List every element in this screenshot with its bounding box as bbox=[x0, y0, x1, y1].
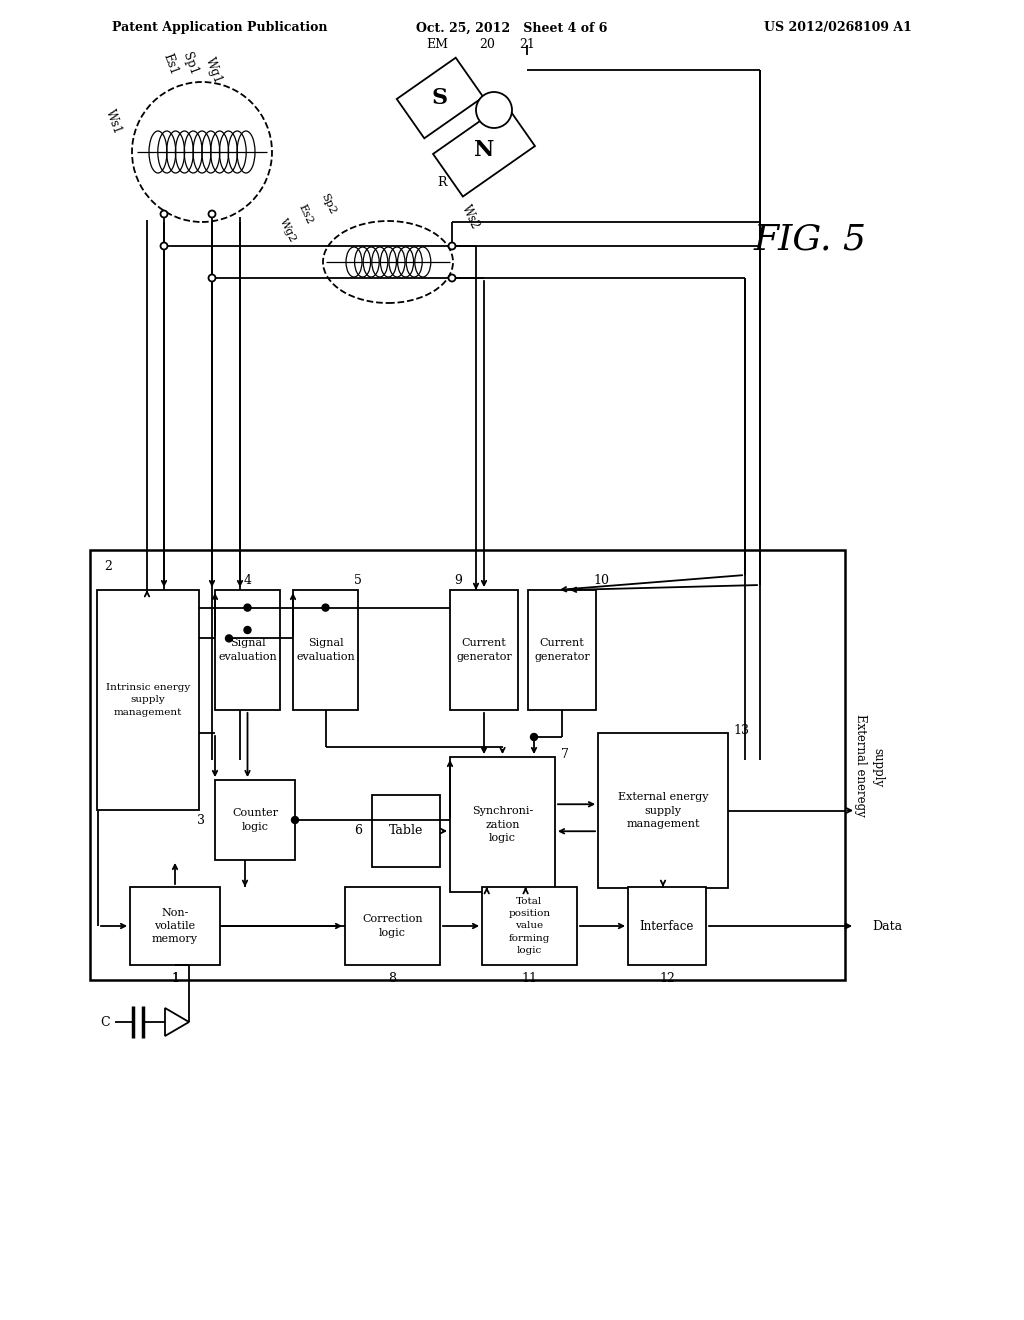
Text: Correction: Correction bbox=[362, 915, 423, 924]
Text: EM: EM bbox=[426, 38, 449, 51]
Text: Wg1: Wg1 bbox=[204, 55, 224, 84]
Text: 11: 11 bbox=[521, 973, 538, 986]
Bar bbox=[97, 590, 199, 810]
Text: FIG. 5: FIG. 5 bbox=[754, 223, 866, 257]
Circle shape bbox=[530, 734, 538, 741]
Text: memory: memory bbox=[152, 935, 198, 944]
Text: Ws2: Ws2 bbox=[459, 203, 481, 231]
Text: Data: Data bbox=[872, 920, 902, 932]
Text: supply: supply bbox=[131, 696, 165, 705]
Circle shape bbox=[225, 635, 232, 642]
Polygon shape bbox=[396, 58, 483, 139]
Text: R: R bbox=[437, 176, 446, 189]
Text: 21: 21 bbox=[519, 38, 535, 51]
Bar bbox=[598, 733, 728, 888]
Text: Intrinsic energy: Intrinsic energy bbox=[105, 684, 190, 692]
Text: Signal: Signal bbox=[307, 639, 343, 648]
Text: Interface: Interface bbox=[640, 920, 694, 932]
Text: zation: zation bbox=[485, 820, 520, 829]
Circle shape bbox=[322, 605, 329, 611]
Text: Current: Current bbox=[462, 639, 507, 648]
Text: N: N bbox=[474, 139, 495, 161]
Text: logic: logic bbox=[379, 928, 406, 937]
Bar bbox=[450, 756, 555, 892]
Text: Table: Table bbox=[389, 825, 423, 837]
Circle shape bbox=[244, 605, 251, 611]
Text: 6: 6 bbox=[354, 825, 362, 837]
Text: supply: supply bbox=[871, 748, 885, 788]
Text: volatile: volatile bbox=[155, 921, 196, 931]
Text: Sp1: Sp1 bbox=[180, 51, 200, 77]
Circle shape bbox=[476, 92, 512, 128]
Text: 4: 4 bbox=[244, 573, 252, 586]
Bar bbox=[130, 887, 220, 965]
Bar bbox=[528, 590, 596, 710]
Text: logic: logic bbox=[489, 833, 516, 842]
Text: C: C bbox=[100, 1015, 110, 1028]
Text: 3: 3 bbox=[197, 813, 205, 826]
Bar bbox=[372, 795, 440, 867]
Bar bbox=[482, 887, 577, 965]
Text: Sp2: Sp2 bbox=[318, 191, 337, 216]
Text: forming: forming bbox=[509, 933, 550, 942]
Circle shape bbox=[244, 627, 251, 634]
Text: Es2: Es2 bbox=[297, 202, 315, 226]
Text: Es1: Es1 bbox=[160, 51, 180, 77]
Text: S: S bbox=[432, 87, 449, 110]
Text: Signal: Signal bbox=[229, 639, 265, 648]
Text: 7: 7 bbox=[561, 747, 569, 760]
Text: supply: supply bbox=[644, 805, 682, 816]
Text: Synchroni-: Synchroni- bbox=[472, 807, 534, 816]
Text: Non-: Non- bbox=[162, 908, 188, 917]
Text: US 2012/0268109 A1: US 2012/0268109 A1 bbox=[764, 21, 912, 34]
Circle shape bbox=[209, 210, 215, 218]
Circle shape bbox=[161, 210, 168, 218]
Text: management: management bbox=[627, 818, 699, 829]
Text: Wg2: Wg2 bbox=[279, 216, 298, 244]
Text: Counter: Counter bbox=[232, 808, 278, 818]
Circle shape bbox=[449, 275, 456, 281]
Text: 20: 20 bbox=[479, 38, 495, 51]
Bar bbox=[345, 887, 440, 965]
Text: 10: 10 bbox=[593, 573, 609, 586]
Text: evaluation: evaluation bbox=[218, 652, 276, 661]
Circle shape bbox=[209, 275, 215, 281]
Text: Total: Total bbox=[516, 896, 543, 906]
Text: External energy: External energy bbox=[617, 792, 709, 803]
Bar bbox=[215, 780, 295, 861]
Text: Ws1: Ws1 bbox=[103, 108, 125, 136]
Circle shape bbox=[292, 817, 299, 824]
Text: 1: 1 bbox=[171, 973, 179, 986]
Bar bbox=[450, 590, 518, 710]
Text: 9: 9 bbox=[454, 573, 462, 586]
Text: 5: 5 bbox=[354, 573, 361, 586]
Text: evaluation: evaluation bbox=[296, 652, 355, 661]
Text: External eneregy: External eneregy bbox=[853, 714, 866, 816]
Bar bbox=[90, 550, 845, 979]
Circle shape bbox=[161, 243, 168, 249]
Polygon shape bbox=[433, 103, 535, 197]
Text: Oct. 25, 2012   Sheet 4 of 6: Oct. 25, 2012 Sheet 4 of 6 bbox=[417, 21, 607, 34]
Text: position: position bbox=[509, 909, 551, 919]
Circle shape bbox=[449, 243, 456, 249]
Text: 2: 2 bbox=[104, 560, 112, 573]
Text: 1: 1 bbox=[171, 973, 179, 986]
Text: 12: 12 bbox=[659, 973, 675, 986]
Bar bbox=[293, 590, 358, 710]
Text: generator: generator bbox=[456, 652, 512, 661]
Text: 13: 13 bbox=[733, 723, 749, 737]
Text: Current: Current bbox=[540, 639, 585, 648]
Text: logic: logic bbox=[242, 821, 268, 832]
Bar bbox=[628, 887, 706, 965]
Bar bbox=[215, 590, 280, 710]
Polygon shape bbox=[165, 1008, 189, 1036]
Text: Patent Application Publication: Patent Application Publication bbox=[112, 21, 328, 34]
Text: generator: generator bbox=[535, 652, 590, 661]
Text: logic: logic bbox=[517, 946, 542, 956]
Text: value: value bbox=[515, 921, 544, 931]
Text: 8: 8 bbox=[388, 973, 396, 986]
Text: management: management bbox=[114, 708, 182, 717]
